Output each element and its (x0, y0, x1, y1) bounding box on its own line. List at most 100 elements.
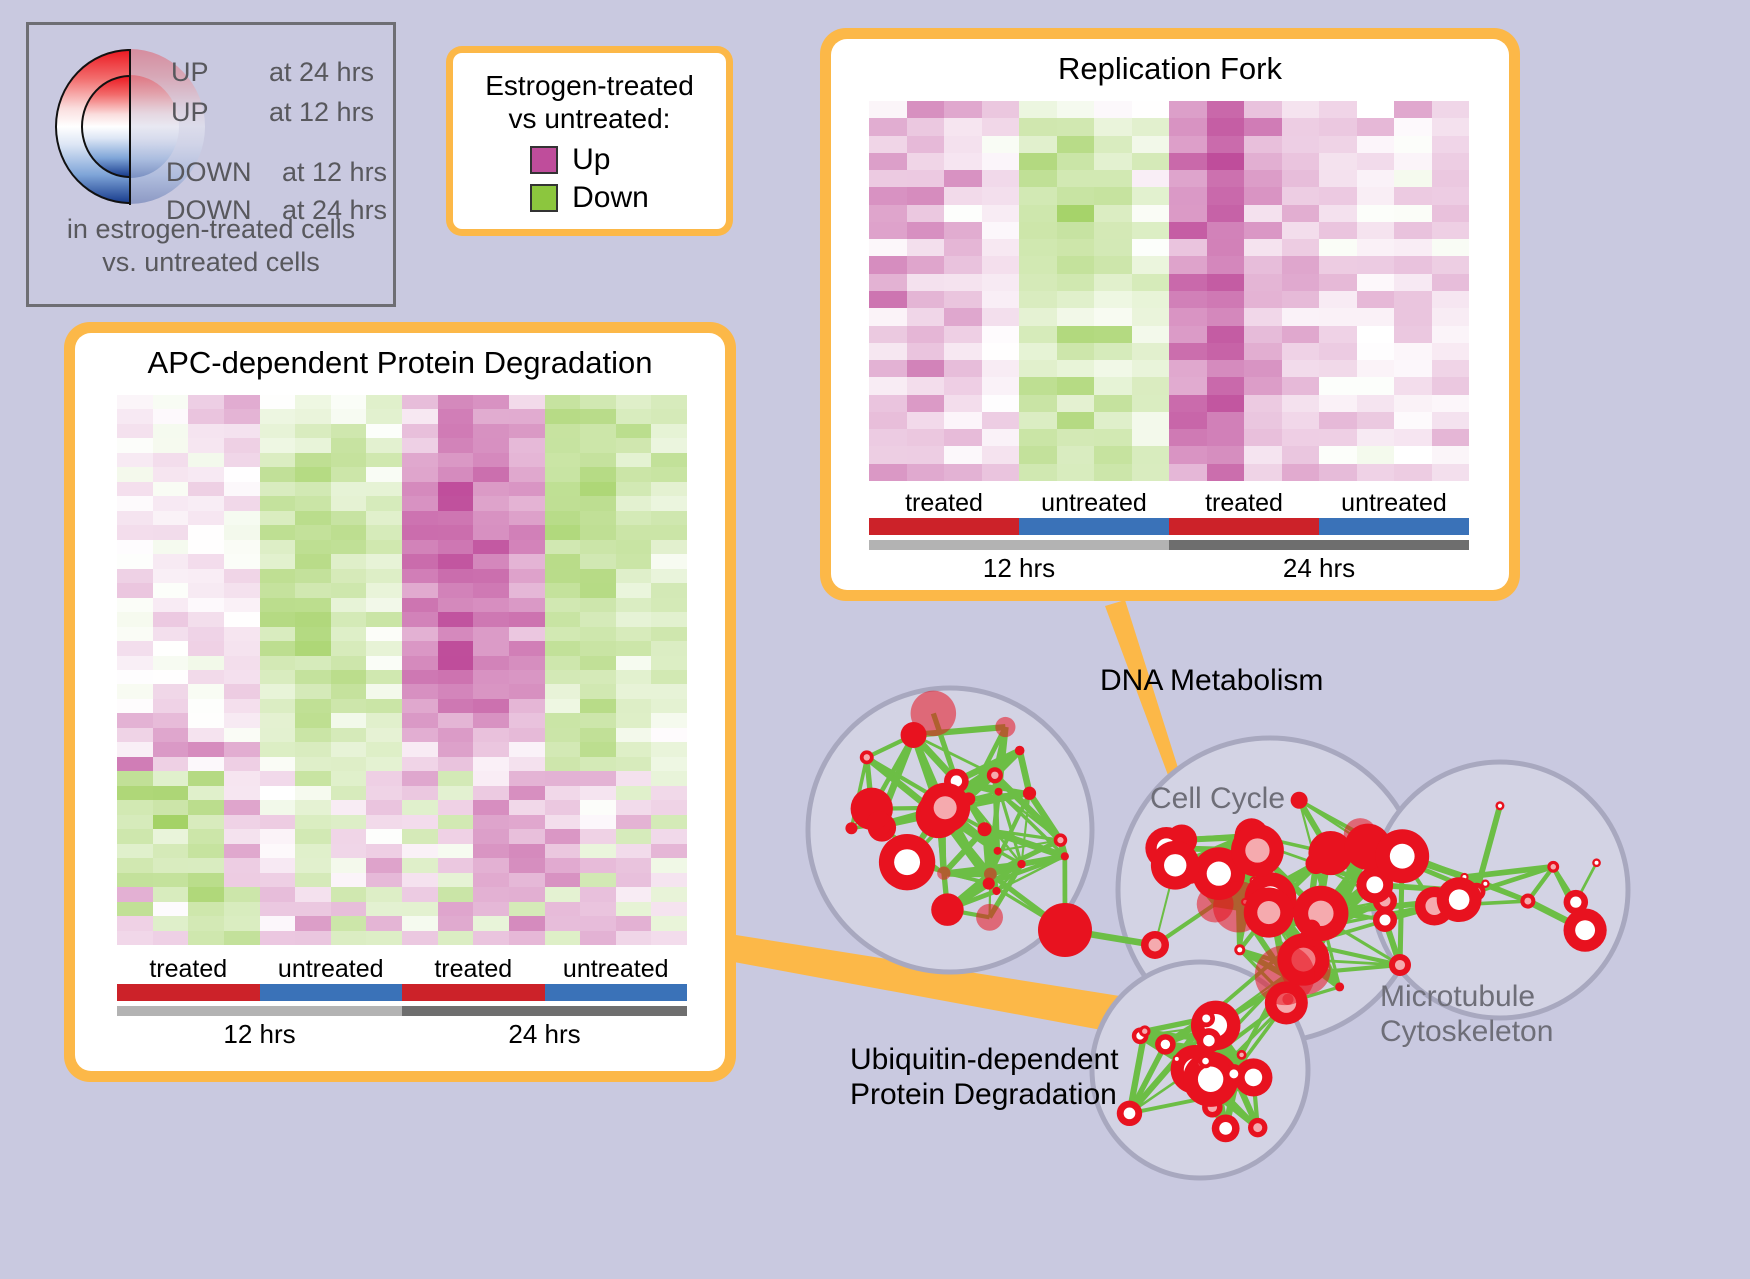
network-node (866, 810, 892, 836)
heatmap-cell (981, 101, 1019, 119)
heatmap-cell (473, 684, 509, 699)
heatmap-cell (1169, 463, 1207, 481)
heatmap-cell (259, 727, 296, 743)
heatmap-cell (544, 756, 581, 772)
heatmap-cell (366, 785, 402, 801)
heatmap-cell (1356, 170, 1394, 188)
heatmap-cell (437, 554, 474, 569)
network-node-core (1244, 1068, 1263, 1087)
heatmap-cell (152, 539, 189, 555)
heatmap-cell (1056, 360, 1094, 378)
heatmap-cell (1431, 239, 1469, 257)
network-node-core (1448, 889, 1470, 910)
heatmap-cell (473, 655, 509, 670)
heatmap-cell (981, 170, 1019, 188)
heatmap-cell (366, 395, 402, 410)
heatmap-cell (1281, 291, 1319, 309)
heatmap-cell (1094, 342, 1132, 361)
heatmap-cell (1094, 135, 1132, 153)
heatmap-cell (117, 930, 153, 945)
heatmap-cell (580, 626, 616, 642)
heatmap-cell (152, 829, 189, 844)
heatmap-cell (981, 308, 1019, 326)
heatmap-cell (152, 785, 189, 801)
heatmap-cell (580, 409, 616, 424)
heatmap-cell (1206, 342, 1244, 361)
heatmap-cell (152, 423, 189, 439)
heatmap-cell (223, 727, 260, 743)
heatmap-cell (223, 467, 260, 482)
time-label: 24 hrs (1282, 553, 1356, 583)
heatmap-cell (615, 481, 652, 497)
heatmap-cell (1319, 291, 1357, 309)
heatmap-cell (981, 377, 1019, 395)
heatmap-cell (1206, 187, 1244, 205)
heatmap-cell (1131, 221, 1169, 240)
heatmap-apc-degradation (117, 395, 687, 945)
heatmap-cell (508, 510, 545, 526)
heatmap-cell (188, 698, 224, 714)
heatmap-cell (508, 887, 545, 902)
heatmap-cell (1431, 152, 1469, 171)
heatmap-cell (117, 452, 153, 468)
heatmap-cell (1244, 101, 1282, 119)
heatmap-cell (437, 930, 474, 945)
heatmap-cell (1019, 239, 1057, 257)
heatmap-cell (1281, 239, 1319, 257)
heatmap-cell (259, 814, 296, 830)
heatmap-cell (473, 597, 509, 613)
heatmap-cell (1394, 118, 1432, 136)
heatmap-cell (1019, 118, 1057, 136)
heatmap-cell (1319, 118, 1357, 136)
heatmap-cell (544, 539, 581, 555)
heatmap-cell (1056, 152, 1094, 171)
heatmap-cell (473, 525, 509, 540)
heatmap-cell (981, 360, 1019, 378)
heatmap-cell (615, 510, 652, 526)
heatmap-cell (1056, 429, 1094, 447)
heatmap-cell (906, 256, 944, 274)
heatmap-cell (615, 467, 652, 482)
heatmap-cell (651, 901, 687, 917)
heatmap-cell (152, 930, 189, 945)
heatmap-cell (651, 814, 687, 830)
network-node (995, 716, 1016, 738)
heatmap-cell (402, 539, 438, 555)
heatmap-cell (508, 467, 545, 482)
heatmap-cell (651, 539, 687, 555)
heatmap-cell (1431, 273, 1469, 291)
heatmap-cell (330, 829, 367, 844)
network-edge (1016, 749, 1033, 795)
heatmap-cell (1244, 463, 1282, 481)
network-node-core (1202, 1057, 1209, 1065)
heatmap-cell (117, 655, 153, 670)
heatmap-cell (152, 843, 189, 859)
heatmap-cell (906, 308, 944, 326)
heatmap-cell (1431, 411, 1469, 430)
heatmap-cell (580, 785, 616, 801)
heatmap-cell (651, 510, 687, 526)
heatmap-cell (1131, 118, 1169, 136)
heatmap-cell (152, 395, 189, 410)
heatmap-cell (366, 583, 402, 598)
heatmap-cell (651, 395, 687, 410)
heatmap-cell (437, 670, 474, 685)
heatmap-cell (437, 626, 474, 642)
heatmap-cell (580, 525, 616, 540)
heatmap-cell (402, 641, 438, 656)
heatmap-cell (366, 756, 402, 772)
heatmap-cell (1394, 204, 1432, 222)
network-node (1022, 786, 1037, 800)
heatmap-cell (366, 423, 402, 439)
heatmap-cell (1056, 118, 1094, 136)
heatmap-cell (473, 395, 509, 410)
heatmap-cell (437, 800, 474, 815)
heatmap-cell (580, 713, 616, 728)
heatmap-cell (1206, 377, 1244, 395)
heatmap-cell (259, 510, 296, 526)
heatmap-cell (1056, 101, 1094, 119)
heatmap-cell (508, 626, 545, 642)
heatmap-cell (944, 325, 982, 343)
heatmap-cell (544, 583, 581, 598)
heatmap-cell (402, 829, 438, 844)
